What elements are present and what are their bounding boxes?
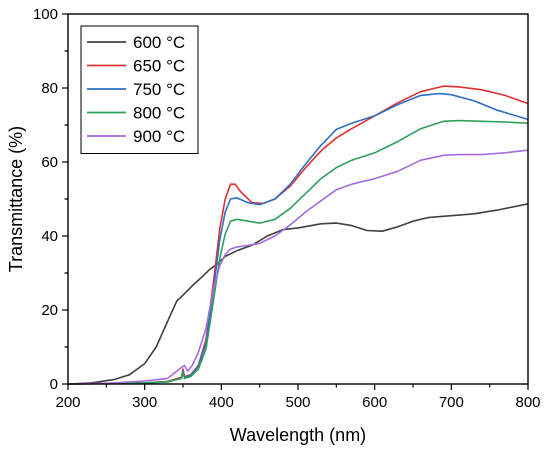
legend-label: 800 °C [133,104,185,123]
y-tick-label: 20 [41,302,58,319]
y-axis-title: Transmittance (%) [6,126,26,272]
series-line-4 [67,119,529,385]
legend-label: 600 °C [133,33,185,52]
x-tick-label: 500 [285,394,310,411]
x-axis-title: Wavelength (nm) [230,425,366,445]
x-tick-label: 400 [209,394,234,411]
series-line-3 [67,92,529,385]
series-layer [67,85,529,385]
x-tick-label: 200 [55,394,80,411]
legend-label: 750 °C [133,80,185,99]
x-tick-label: 700 [439,394,464,411]
y-tick-label: 60 [41,154,58,171]
y-tick-label: 100 [33,6,58,23]
series-line-5 [67,149,529,385]
legend: 600 °C 650 °C 750 °C 800 °C 900 °C [80,25,199,154]
series-line-1 [67,203,529,385]
y-tick-label: 0 [50,376,58,393]
y-tick-label: 40 [41,228,58,245]
x-tick-label: 800 [515,394,540,411]
legend-label: 650 °C [133,57,185,76]
x-tick-label: 600 [362,394,387,411]
x-tick-label: 300 [132,394,157,411]
legend-label: 900 °C [133,127,185,146]
y-tick-label: 80 [41,80,58,97]
axes-layer: 200 300 400 500 600 700 800 0 20 40 60 80 100 [33,6,541,411]
